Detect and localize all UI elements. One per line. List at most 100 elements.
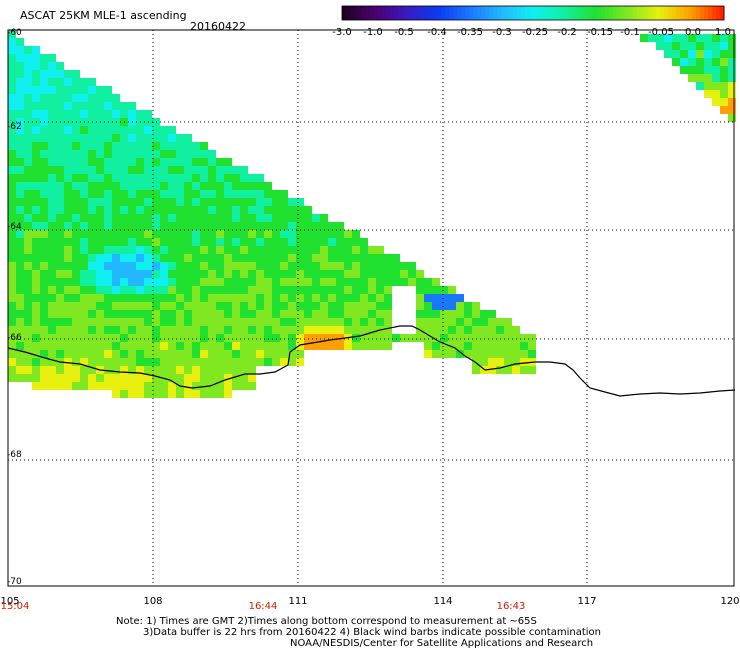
data-cell (368, 286, 376, 294)
data-cell (368, 310, 376, 318)
data-cell (104, 206, 112, 214)
colorbar-swatch (544, 6, 550, 20)
data-cell (192, 254, 200, 262)
data-cell (224, 166, 232, 174)
data-cell (328, 230, 336, 238)
data-cell (152, 246, 160, 254)
data-cell (72, 78, 80, 86)
data-cell (128, 318, 136, 326)
data-cell (64, 374, 72, 382)
data-cell (240, 326, 248, 334)
data-cell (56, 326, 64, 334)
data-cell (464, 334, 472, 342)
data-cell (72, 310, 80, 318)
data-cell (360, 310, 368, 318)
data-cell (112, 302, 120, 310)
data-cell (128, 134, 136, 142)
data-cell (96, 86, 104, 94)
data-cell (32, 158, 40, 166)
data-cell (408, 334, 416, 342)
data-cell (112, 230, 120, 238)
data-cell (320, 286, 328, 294)
colorbar-swatch (704, 6, 709, 20)
colorbar-swatch (684, 6, 689, 20)
data-cell (176, 310, 184, 318)
colorbar-swatch (560, 6, 566, 20)
data-cell (16, 70, 24, 78)
data-cell (48, 334, 56, 342)
data-cell (192, 334, 200, 342)
data-cell (216, 174, 224, 182)
data-cell (320, 294, 328, 302)
data-cell (656, 42, 664, 50)
data-cell (16, 54, 24, 62)
data-cell (176, 222, 184, 230)
data-cell (8, 166, 16, 174)
data-cell (352, 310, 360, 318)
data-cell (128, 150, 136, 158)
data-cell (456, 318, 464, 326)
data-cell (336, 262, 344, 270)
data-cell (224, 230, 232, 238)
data-cell (464, 310, 472, 318)
data-cell (248, 310, 256, 318)
data-cell (88, 382, 96, 390)
colorbar-swatch (624, 6, 629, 20)
data-cell (272, 326, 280, 334)
data-cell (48, 254, 56, 262)
data-cell (192, 310, 200, 318)
data-cell (320, 318, 328, 326)
data-cell (288, 326, 296, 334)
data-cell (104, 230, 112, 238)
data-cell (224, 294, 232, 302)
data-cell (176, 238, 184, 246)
data-cell (312, 310, 320, 318)
data-cell (16, 126, 24, 134)
data-cell (56, 310, 64, 318)
data-cell (96, 102, 104, 110)
data-cell (488, 366, 496, 374)
data-cell (728, 114, 736, 122)
data-cell (240, 334, 248, 342)
data-cell (336, 246, 344, 254)
data-cell (200, 158, 208, 166)
data-cell (504, 358, 512, 366)
data-cell (40, 294, 48, 302)
data-cell (688, 34, 696, 42)
data-cell (64, 238, 72, 246)
colorbar-swatch (700, 6, 705, 20)
data-cell (200, 390, 208, 398)
colorbar-swatch (457, 6, 462, 20)
data-cell (40, 350, 48, 358)
data-cell (144, 246, 152, 254)
data-cell (280, 206, 288, 214)
data-cell (16, 318, 24, 326)
colorbar-swatch (441, 6, 446, 20)
data-cell (232, 206, 240, 214)
data-cell (168, 214, 176, 222)
data-cell (400, 262, 408, 270)
data-cell (280, 262, 288, 270)
data-cell (80, 214, 88, 222)
data-cell (344, 270, 352, 278)
data-cell (192, 342, 200, 350)
data-cell (224, 350, 232, 358)
data-cell (240, 278, 248, 286)
data-cell (376, 270, 384, 278)
data-cell (120, 390, 128, 398)
data-cell (32, 334, 40, 342)
data-cell (144, 230, 152, 238)
colorbar-swatch (656, 6, 661, 20)
data-cell (160, 182, 168, 190)
data-cell (696, 34, 704, 42)
data-cell (32, 110, 40, 118)
data-cell (16, 86, 24, 94)
data-cell (88, 166, 96, 174)
data-cell (248, 278, 256, 286)
data-cell (96, 278, 104, 286)
data-cell (464, 342, 472, 350)
data-cell (80, 382, 88, 390)
data-cell (160, 174, 168, 182)
data-cell (200, 334, 208, 342)
latitude-label: -62 (7, 122, 22, 132)
